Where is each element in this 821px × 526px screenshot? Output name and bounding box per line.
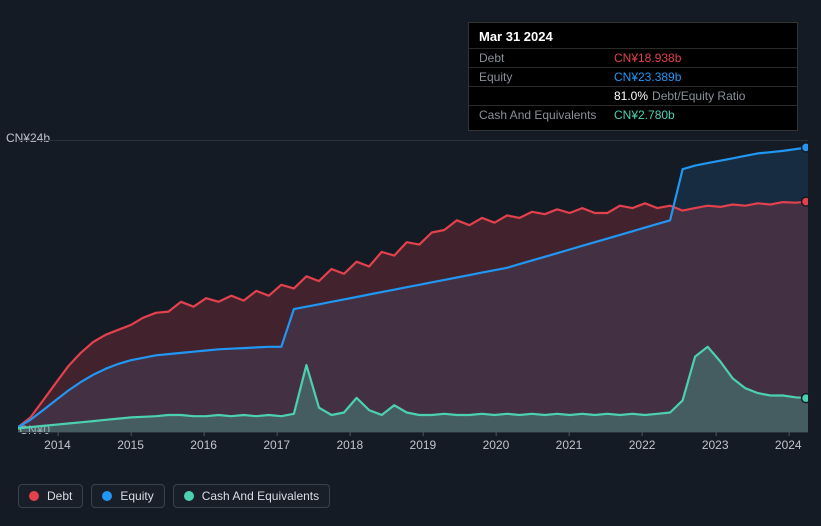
tooltip-row: EquityCN¥23.389b (469, 67, 797, 86)
chart-plot-area (18, 140, 808, 432)
tooltip-label: Cash And Equivalents (479, 108, 614, 122)
tooltip-value: CN¥18.938b (614, 51, 681, 65)
x-tick-2014: 2014 (44, 438, 71, 452)
x-tick-2023: 2023 (702, 438, 729, 452)
legend-swatch (184, 491, 194, 501)
cash-end-marker (802, 394, 809, 403)
tooltip-label: Debt (479, 51, 614, 65)
x-tick-2015: 2015 (117, 438, 144, 452)
x-tick-2021: 2021 (556, 438, 583, 452)
x-tick-2018: 2018 (336, 438, 363, 452)
legend-label: Equity (120, 489, 153, 503)
tooltip-value: 81.0% (614, 89, 648, 103)
tooltip-suffix: Debt/Equity Ratio (652, 89, 745, 103)
tooltip-label: Equity (479, 70, 614, 84)
tooltip-row: 81.0% Debt/Equity Ratio (469, 86, 797, 105)
chart-tooltip: Mar 31 2024 DebtCN¥18.938bEquityCN¥23.38… (468, 22, 798, 131)
legend-item-equity[interactable]: Equity (91, 484, 164, 508)
x-tick-2019: 2019 (410, 438, 437, 452)
tooltip-row: DebtCN¥18.938b (469, 48, 797, 67)
legend-label: Cash And Equivalents (202, 489, 319, 503)
legend-item-debt[interactable]: Debt (18, 484, 83, 508)
tooltip-label (479, 89, 614, 103)
legend-swatch (102, 491, 112, 501)
chart-legend: Debt Equity Cash And Equivalents (18, 484, 330, 508)
x-tick-2017: 2017 (263, 438, 290, 452)
x-tick-2022: 2022 (629, 438, 656, 452)
debt-end-marker (802, 197, 809, 206)
tooltip-value: CN¥2.780b (614, 108, 675, 122)
equity-end-marker (802, 143, 809, 152)
tooltip-row: Cash And EquivalentsCN¥2.780b (469, 105, 797, 124)
tooltip-date: Mar 31 2024 (469, 29, 797, 48)
legend-label: Debt (47, 489, 72, 503)
legend-item-cash-and-equivalents[interactable]: Cash And Equivalents (173, 484, 330, 508)
chart-svg (18, 140, 808, 432)
chart-container: { "chart": { "type": "area-line", "backg… (0, 0, 821, 526)
x-tick-2016: 2016 (190, 438, 217, 452)
x-tick-2024: 2024 (775, 438, 802, 452)
x-tick-2020: 2020 (483, 438, 510, 452)
legend-swatch (29, 491, 39, 501)
tooltip-value: CN¥23.389b (614, 70, 681, 84)
x-axis: 2014 2015 2016 2017 2018 2019 2020 2021 2022 2023… (18, 432, 808, 456)
